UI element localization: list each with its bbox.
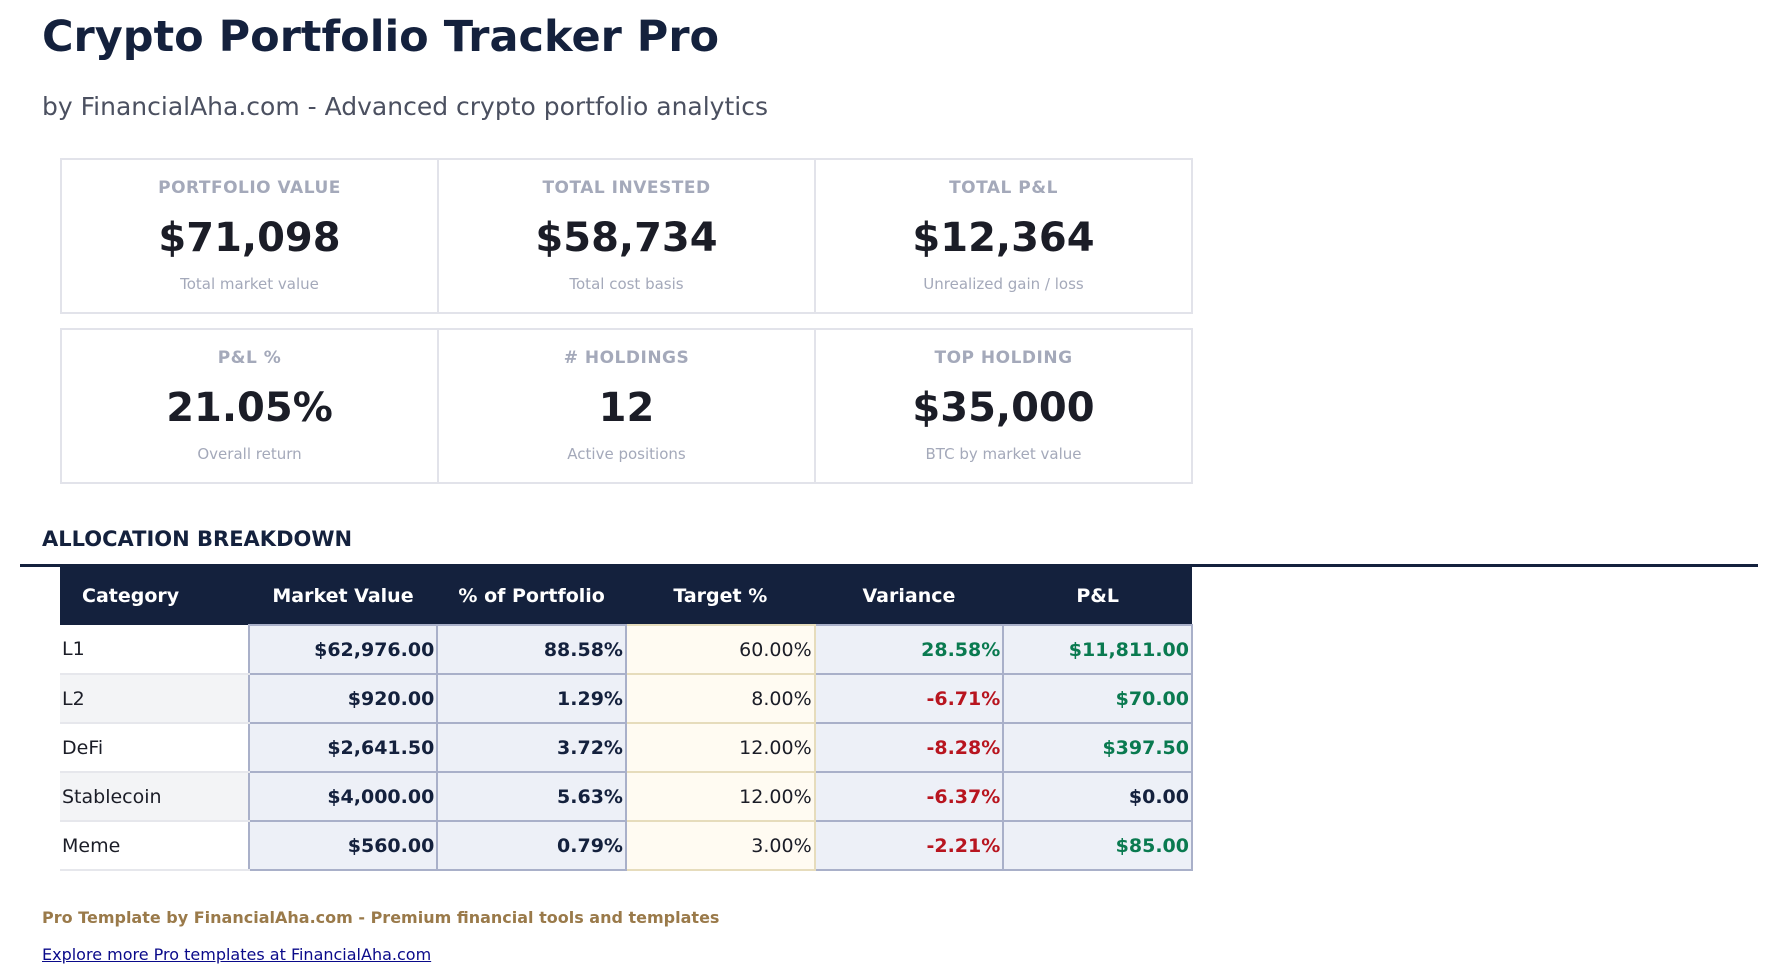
kpi-card-total-pnl: TOTAL P&L $12,364 Unrealized gain / loss: [816, 160, 1191, 312]
table-row: L2 $920.00 1.29% 8.00% -6.71% $70.00: [60, 673, 1193, 724]
kpi-card-portfolio-value: PORTFOLIO VALUE $71,098 Total market val…: [62, 160, 439, 312]
variance-cell: -6.71%: [813, 673, 1005, 724]
category-cell: Stablecoin: [60, 772, 249, 822]
pct-portfolio-cell: 1.29%: [436, 673, 627, 724]
variance-cell: -8.28%: [813, 722, 1005, 773]
kpi-caption: BTC by market value: [925, 445, 1082, 463]
table-row: Meme $560.00 0.79% 3.00% -2.21% $85.00: [60, 820, 1193, 871]
category-cell: L2: [60, 674, 249, 724]
column-header-pct-portfolio: % of Portfolio: [437, 567, 626, 625]
kpi-value: $58,734: [535, 215, 718, 261]
pnl-cell: $0.00: [1002, 771, 1193, 822]
target-cell: 8.00%: [624, 673, 816, 724]
kpi-caption: Total market value: [180, 275, 319, 293]
table-row: DeFi $2,641.50 3.72% 12.00% -8.28% $397.50: [60, 722, 1193, 773]
table-row: Stablecoin $4,000.00 5.63% 12.00% -6.37% $0.0…: [60, 771, 1193, 822]
kpi-label: TOTAL P&L: [949, 178, 1058, 198]
pct-portfolio-cell: 3.72%: [436, 722, 627, 773]
kpi-label: TOP HOLDING: [934, 348, 1073, 368]
column-header-market-value: Market Value: [248, 567, 438, 625]
variance-cell: 28.58%: [813, 624, 1005, 675]
pnl-cell: $397.50: [1002, 722, 1193, 773]
kpi-row-2: P&L % 21.05% Overall return # HOLDINGS 1…: [60, 328, 1193, 484]
kpi-label: # HOLDINGS: [563, 348, 690, 368]
column-header-target: Target %: [625, 567, 815, 625]
kpi-row-1: PORTFOLIO VALUE $71,098 Total market val…: [60, 158, 1193, 314]
category-cell: L1: [60, 625, 249, 675]
kpi-value: 12: [598, 385, 655, 431]
kpi-value: $35,000: [912, 385, 1095, 431]
kpi-card-total-invested: TOTAL INVESTED $58,734 Total cost basis: [439, 160, 816, 312]
category-cell: DeFi: [60, 723, 249, 773]
category-cell: Meme: [60, 821, 249, 871]
kpi-caption: Active positions: [567, 445, 686, 463]
market-value-cell: $560.00: [247, 820, 439, 871]
kpi-card-top-holding: TOP HOLDING $35,000 BTC by market value: [816, 330, 1191, 482]
pnl-cell: $85.00: [1002, 820, 1193, 871]
kpi-label: P&L %: [217, 348, 282, 368]
target-cell: 3.00%: [624, 820, 816, 871]
market-value-cell: $4,000.00: [247, 771, 439, 822]
kpi-card-holdings: # HOLDINGS 12 Active positions: [439, 330, 816, 482]
target-cell: 12.00%: [624, 771, 816, 822]
target-cell: 60.00%: [624, 624, 816, 675]
kpi-value: $71,098: [158, 215, 341, 261]
table-header-row: Category Market Value % of Portfolio Tar…: [60, 567, 1192, 625]
page-title: Crypto Portfolio Tracker Pro: [42, 12, 720, 62]
kpi-label: PORTFOLIO VALUE: [158, 178, 341, 198]
market-value-cell: $920.00: [247, 673, 439, 724]
section-divider: [20, 564, 1758, 567]
pnl-cell: $11,811.00: [1002, 624, 1193, 675]
target-cell: 12.00%: [624, 722, 816, 773]
section-heading: ALLOCATION BREAKDOWN: [42, 527, 353, 551]
kpi-label: TOTAL INVESTED: [542, 178, 711, 198]
kpi-caption: Unrealized gain / loss: [923, 275, 1084, 293]
kpi-value: 21.05%: [166, 385, 333, 431]
pct-portfolio-cell: 0.79%: [436, 820, 627, 871]
allocation-table: Category Market Value % of Portfolio Tar…: [60, 567, 1193, 871]
page-subtitle: by FinancialAha.com - Advanced crypto po…: [42, 92, 768, 121]
column-header-category: Category: [60, 567, 249, 625]
market-value-cell: $62,976.00: [247, 624, 439, 675]
footer-note: Pro Template by FinancialAha.com - Premi…: [42, 908, 720, 927]
kpi-value: $12,364: [912, 215, 1095, 261]
variance-cell: -2.21%: [813, 820, 1005, 871]
market-value-cell: $2,641.50: [247, 722, 439, 773]
column-header-pnl: P&L: [1003, 567, 1192, 625]
pct-portfolio-cell: 5.63%: [436, 771, 627, 822]
table-row: L1 $62,976.00 88.58% 60.00% 28.58% $11,811.00: [60, 624, 1193, 675]
footer-link[interactable]: Explore more Pro templates at FinancialA…: [42, 945, 432, 964]
pct-portfolio-cell: 88.58%: [436, 624, 627, 675]
kpi-caption: Overall return: [197, 445, 302, 463]
pnl-cell: $70.00: [1002, 673, 1193, 724]
kpi-card-pnl-percent: P&L % 21.05% Overall return: [62, 330, 439, 482]
kpi-caption: Total cost basis: [569, 275, 684, 293]
column-header-variance: Variance: [814, 567, 1004, 625]
variance-cell: -6.37%: [813, 771, 1005, 822]
